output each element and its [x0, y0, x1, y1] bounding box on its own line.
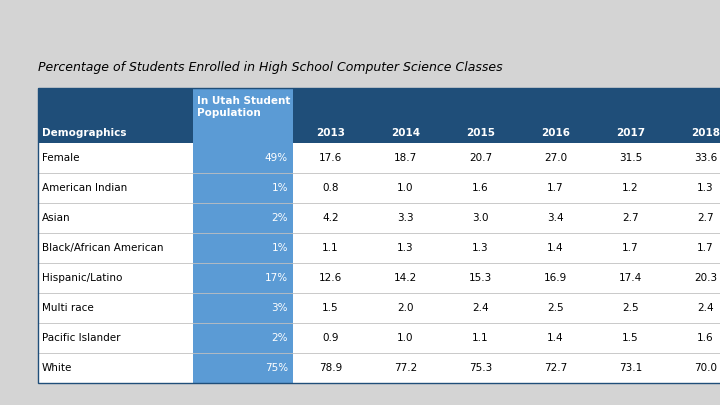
Text: 17.4: 17.4 — [619, 273, 642, 283]
Bar — [38, 143, 720, 173]
Text: 1.7: 1.7 — [547, 183, 564, 193]
Text: 2.5: 2.5 — [622, 303, 639, 313]
Text: 17%: 17% — [265, 273, 288, 283]
Text: 78.9: 78.9 — [319, 363, 342, 373]
Text: 1.1: 1.1 — [472, 333, 489, 343]
Text: 2.4: 2.4 — [472, 303, 489, 313]
Text: 20.3: 20.3 — [694, 273, 717, 283]
Bar — [193, 203, 293, 233]
Bar — [38, 88, 720, 383]
Bar — [38, 293, 720, 323]
Text: Female: Female — [42, 153, 79, 163]
Text: 75%: 75% — [265, 363, 288, 373]
Bar — [38, 323, 720, 353]
Text: 2.4: 2.4 — [697, 303, 714, 313]
Text: 2.0: 2.0 — [397, 303, 414, 313]
Text: 27.0: 27.0 — [544, 153, 567, 163]
Text: 2014: 2014 — [391, 128, 420, 138]
Text: 1%: 1% — [271, 243, 288, 253]
Text: 12.6: 12.6 — [319, 273, 342, 283]
Text: 1.1: 1.1 — [322, 243, 339, 253]
Text: 73.1: 73.1 — [619, 363, 642, 373]
Text: 1.7: 1.7 — [697, 243, 714, 253]
Text: 2016: 2016 — [541, 128, 570, 138]
Text: 3.4: 3.4 — [547, 213, 564, 223]
Text: 1.5: 1.5 — [322, 303, 339, 313]
Text: 70.0: 70.0 — [694, 363, 717, 373]
Text: 2018: 2018 — [691, 128, 720, 138]
Text: 31.5: 31.5 — [619, 153, 642, 163]
Text: Asian: Asian — [42, 213, 71, 223]
Text: Demographics: Demographics — [42, 128, 127, 138]
Text: 1.2: 1.2 — [622, 183, 639, 193]
Text: 2%: 2% — [271, 213, 288, 223]
Bar — [193, 293, 293, 323]
Bar — [38, 88, 720, 143]
Text: 1.4: 1.4 — [547, 333, 564, 343]
Bar — [38, 353, 720, 383]
Text: 2015: 2015 — [466, 128, 495, 138]
Text: 15.3: 15.3 — [469, 273, 492, 283]
Bar — [193, 88, 293, 143]
Text: 4.2: 4.2 — [322, 213, 339, 223]
Bar — [193, 263, 293, 293]
Text: American Indian: American Indian — [42, 183, 127, 193]
Text: 1.7: 1.7 — [622, 243, 639, 253]
Bar — [193, 233, 293, 263]
Text: Hispanic/Latino: Hispanic/Latino — [42, 273, 122, 283]
Bar — [38, 173, 720, 203]
Text: White: White — [42, 363, 73, 373]
Text: 0.8: 0.8 — [323, 183, 338, 193]
Text: 3.3: 3.3 — [397, 213, 414, 223]
Text: 1.3: 1.3 — [397, 243, 414, 253]
Text: 1.0: 1.0 — [397, 183, 414, 193]
Text: 2013: 2013 — [316, 128, 345, 138]
Text: 17.6: 17.6 — [319, 153, 342, 163]
Text: 1.5: 1.5 — [622, 333, 639, 343]
Text: 16.9: 16.9 — [544, 273, 567, 283]
Text: Pacific Islander: Pacific Islander — [42, 333, 120, 343]
Bar — [38, 263, 720, 293]
Text: 72.7: 72.7 — [544, 363, 567, 373]
Text: 3.0: 3.0 — [472, 213, 489, 223]
Text: 14.2: 14.2 — [394, 273, 417, 283]
Text: 1.0: 1.0 — [397, 333, 414, 343]
Text: 0.9: 0.9 — [323, 333, 338, 343]
Text: 77.2: 77.2 — [394, 363, 417, 373]
Bar — [193, 323, 293, 353]
Text: 18.7: 18.7 — [394, 153, 417, 163]
Text: 1.3: 1.3 — [697, 183, 714, 193]
Text: Black/African American: Black/African American — [42, 243, 163, 253]
Text: In Utah Student
Population: In Utah Student Population — [197, 96, 290, 117]
Text: 1.6: 1.6 — [697, 333, 714, 343]
Text: 1.3: 1.3 — [472, 243, 489, 253]
Text: 1.6: 1.6 — [472, 183, 489, 193]
Text: 2.5: 2.5 — [547, 303, 564, 313]
Bar — [38, 203, 720, 233]
Bar — [193, 353, 293, 383]
Text: 20.7: 20.7 — [469, 153, 492, 163]
Text: 2017: 2017 — [616, 128, 645, 138]
Text: 49%: 49% — [265, 153, 288, 163]
Text: 33.6: 33.6 — [694, 153, 717, 163]
Text: 3%: 3% — [271, 303, 288, 313]
Bar — [193, 173, 293, 203]
Text: 2%: 2% — [271, 333, 288, 343]
Text: 1%: 1% — [271, 183, 288, 193]
Text: 75.3: 75.3 — [469, 363, 492, 373]
Bar — [38, 233, 720, 263]
Text: Percentage of Students Enrolled in High School Computer Science Classes: Percentage of Students Enrolled in High … — [38, 61, 503, 74]
Text: Multi race: Multi race — [42, 303, 94, 313]
Text: 2.7: 2.7 — [622, 213, 639, 223]
Text: 1.4: 1.4 — [547, 243, 564, 253]
Text: 2.7: 2.7 — [697, 213, 714, 223]
Bar — [193, 143, 293, 173]
